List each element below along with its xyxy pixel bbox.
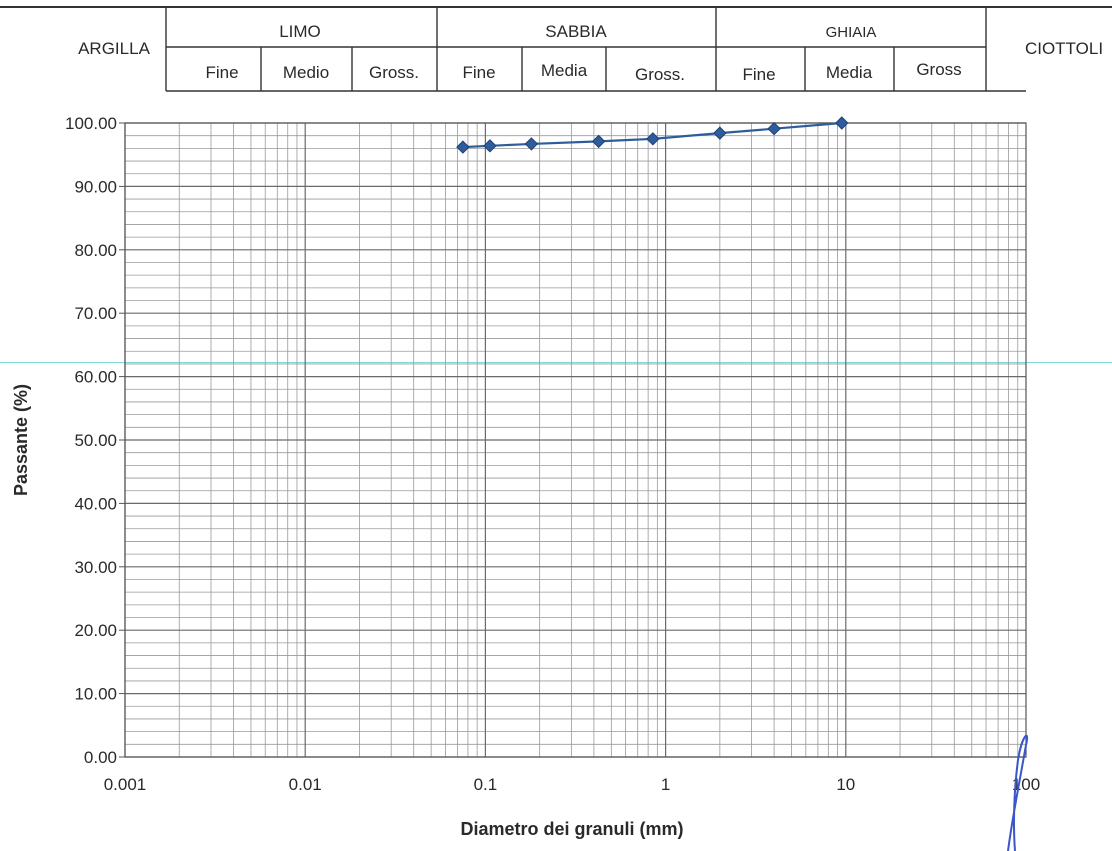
data-point-marker [835,116,849,130]
scan-artifact-line [0,362,1112,363]
sabbia-fine: Fine [462,63,495,82]
class-argilla: ARGILLA [78,39,150,58]
sabbia-gross: Gross. [635,65,685,84]
x-tick-label: 0.1 [474,775,498,794]
class-ghiaia: GHIAIA [826,24,877,41]
sabbia-media: Media [541,61,588,80]
y-tick-label: 90.00 [74,177,117,196]
data-point-marker [713,126,727,140]
limo-medio: Medio [283,63,329,82]
data-point-marker [524,137,539,151]
limo-fine: Fine [205,63,238,82]
classification-header: ARGILLA LIMO SABBIA GHIAIA CIOTTOLI Fine… [78,8,1103,92]
class-sabbia: SABBIA [545,22,607,41]
ghiaia-fine: Fine [742,65,775,84]
signature-stroke [1007,734,1028,851]
x-tick-label: 10 [836,775,855,794]
y-tick-label: 0.00 [84,748,117,767]
y-tick-label: 30.00 [74,558,117,577]
x-axis-tick-labels: 0.001 0.01 0.1 1 10 100 [104,775,1040,794]
ghiaia-gross: Gross [916,60,961,79]
class-ciottoli: CIOTTOLI [1025,39,1103,58]
data-point-marker [483,139,497,153]
ghiaia-media: Media [826,63,873,82]
y-axis-title: Passante (%) [11,384,31,496]
series-layer [456,116,849,154]
y-tick-label: 100.00 [65,114,117,133]
major-gridlines [124,122,1026,758]
class-limo: LIMO [279,22,321,41]
limo-gross: Gross. [369,63,419,82]
y-tick-label: 10.00 [74,685,117,704]
x-axis-title: Diametro dei granuli (mm) [460,819,683,839]
data-point-marker [646,132,660,146]
x-tick-label: 0.001 [104,775,147,794]
y-tick-label: 40.00 [74,494,117,513]
top-rule [0,6,1112,8]
y-tick-label: 60.00 [74,368,117,387]
series-line [462,121,842,149]
data-point-marker [456,140,470,154]
y-tick-label: 70.00 [74,304,117,323]
y-axis-tick-labels: 0.00 10.00 20.00 30.00 40.00 50.00 60.00 70.00 8… [65,114,125,767]
data-point-marker [767,121,781,136]
y-tick-label: 80.00 [74,241,117,260]
data-point-marker [591,134,606,149]
y-tick-label: 50.00 [74,431,117,450]
y-tick-label: 20.00 [74,621,117,640]
x-tick-label: 0.01 [289,775,322,794]
x-tick-label: 1 [661,775,670,794]
